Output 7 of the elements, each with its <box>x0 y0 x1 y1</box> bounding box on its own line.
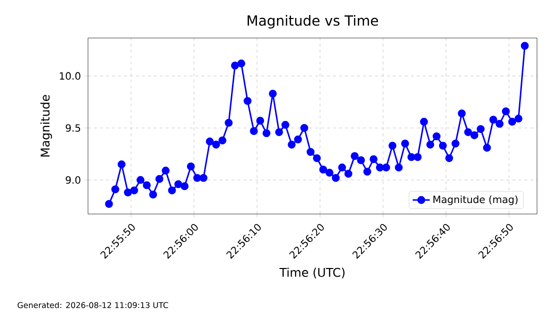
y-tick-label: 10.0 <box>60 72 80 80</box>
chart-title: Magnitude vs Time <box>248 15 378 29</box>
legend-label: Magnitude (mag) <box>433 195 518 206</box>
y-tick-label: 9.5 <box>66 124 80 132</box>
x-axis-title: Time (UTC) <box>279 268 345 278</box>
y-axis-title: Magnitude <box>40 94 52 156</box>
y-tick-label: 9.0 <box>66 176 80 184</box>
